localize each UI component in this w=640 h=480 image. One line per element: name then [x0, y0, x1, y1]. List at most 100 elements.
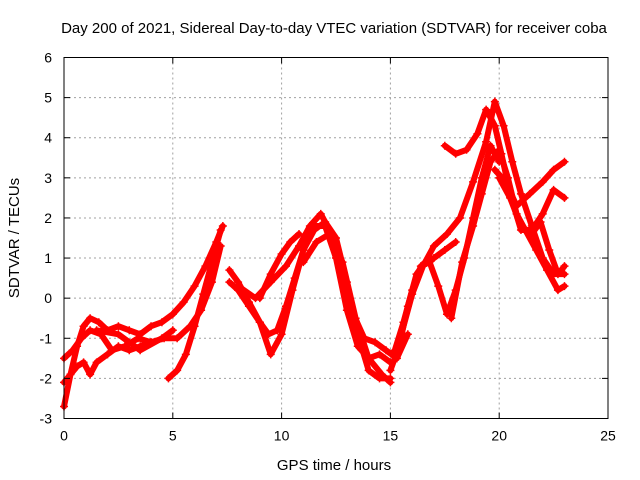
data-point-marker	[560, 193, 569, 202]
series-sat-e	[164, 225, 225, 383]
data-point-marker	[490, 165, 499, 174]
data-point-marker	[164, 374, 173, 383]
series-line	[165, 227, 224, 382]
y-tick-label: 6	[44, 50, 52, 66]
series-sat-o	[440, 105, 569, 234]
data-point-marker	[94, 318, 103, 327]
data-point-marker	[440, 141, 449, 150]
data-point-marker	[66, 370, 75, 379]
data-point-marker	[173, 334, 182, 343]
data-point-marker	[199, 290, 208, 299]
data-point-marker	[382, 346, 391, 355]
series-sat-i	[255, 229, 304, 303]
ticks: 0 5 10 15 20 25 -3 -2 -1 0 1 2 3 4 5 6	[40, 50, 616, 444]
data-point-marker	[364, 366, 373, 375]
data-point-marker	[86, 314, 95, 323]
data-point-marker	[549, 185, 558, 194]
data-point-marker	[286, 238, 295, 247]
data-point-marker	[490, 121, 499, 130]
data-point-marker	[538, 177, 547, 186]
data-point-marker	[103, 350, 112, 359]
data-point-marker	[429, 242, 438, 251]
data-point-marker	[560, 157, 569, 166]
data-point-marker	[234, 282, 243, 291]
x-tick-label: 20	[491, 428, 507, 444]
data-point-marker	[442, 229, 451, 238]
data-point-marker	[516, 189, 525, 198]
data-point-marker	[295, 242, 304, 251]
data-point-marker	[216, 225, 225, 234]
series-sat-d	[92, 326, 177, 355]
data-point-marker	[288, 286, 297, 295]
data-point-marker	[456, 213, 465, 222]
x-axis-label: GPS time / hours	[277, 457, 391, 474]
data-point-marker	[499, 121, 508, 130]
data-point-marker	[451, 149, 460, 158]
data-point-marker	[157, 318, 166, 327]
data-point-marker	[560, 262, 569, 271]
data-point-marker	[147, 322, 156, 331]
data-point-marker	[79, 322, 88, 331]
data-point-marker	[353, 342, 362, 351]
data-point-marker	[506, 193, 515, 202]
data-point-marker	[490, 97, 499, 106]
data-point-marker	[92, 358, 101, 367]
data-point-marker	[299, 246, 308, 255]
data-point-marker	[549, 165, 558, 174]
data-point-marker	[447, 314, 456, 323]
data-point-marker	[486, 157, 495, 166]
data-point-marker	[207, 258, 216, 267]
y-tick-label: 4	[44, 130, 52, 146]
data-point-marker	[527, 229, 536, 238]
y-axis-label: SDTVAR / TECUs	[6, 178, 23, 298]
data-point-marker	[516, 221, 525, 230]
data-point-marker	[495, 173, 504, 182]
data-point-marker	[377, 370, 386, 379]
data-point-marker	[543, 266, 552, 275]
y-tick-label: 2	[44, 210, 52, 226]
data-point-marker	[390, 346, 399, 355]
data-point-marker	[73, 362, 82, 371]
plot-frame	[63, 57, 609, 419]
data-point-marker	[553, 270, 562, 279]
data-point-marker	[338, 258, 347, 267]
data-point-marker	[266, 350, 275, 359]
data-point-marker	[77, 334, 86, 343]
data-point-marker	[473, 129, 482, 138]
data-point-marker	[536, 217, 545, 226]
x-tick-label: 0	[60, 428, 68, 444]
data-point-marker	[281, 262, 290, 271]
data-point-marker	[386, 366, 395, 375]
data-point-marker	[299, 258, 308, 267]
data-point-marker	[440, 246, 449, 255]
data-point-marker	[133, 334, 142, 343]
series-sat-a	[60, 221, 227, 411]
data-point-marker	[482, 137, 491, 146]
data-point-marker	[86, 370, 95, 379]
data-point-marker	[266, 270, 275, 279]
y-tick-label: 1	[44, 250, 52, 266]
x-tick-label: 25	[600, 428, 616, 444]
data-point-marker	[157, 334, 166, 343]
series-line	[61, 223, 226, 410]
data-point-marker	[125, 346, 134, 355]
data-point-marker	[553, 286, 562, 295]
data-point-marker	[451, 238, 460, 247]
series-line	[226, 223, 394, 366]
data-point-marker	[462, 145, 471, 154]
data-point-marker	[79, 358, 88, 367]
data-point-marker	[325, 229, 334, 238]
data-point-marker	[375, 350, 384, 359]
chart-title: Day 200 of 2021, Sidereal Day-to-day VTE…	[61, 20, 607, 37]
data-point-marker	[532, 246, 541, 255]
data-point-marker	[351, 314, 360, 323]
x-tick-label: 10	[274, 428, 290, 444]
data-point-marker	[225, 278, 234, 287]
data-point-marker	[225, 266, 234, 275]
data-point-marker	[190, 282, 199, 291]
y-tick-label: -2	[40, 370, 53, 386]
data-point-marker	[136, 346, 145, 355]
y-tick-label: 0	[44, 290, 52, 306]
data-point-marker	[477, 189, 486, 198]
